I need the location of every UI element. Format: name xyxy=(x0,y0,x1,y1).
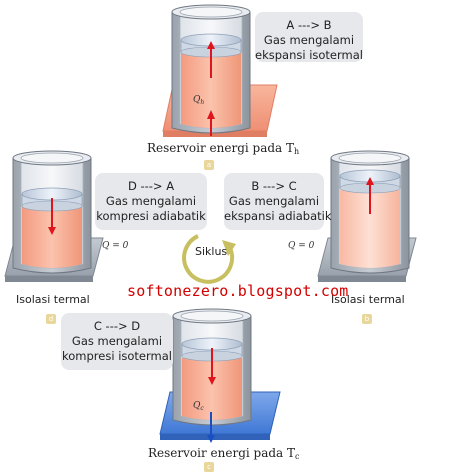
heat-arrow-hot-head xyxy=(207,110,215,119)
cylinder-c-rim-inner xyxy=(180,310,244,322)
cycle-arrow-arc xyxy=(182,234,234,284)
caption-text: Reservoir energi pada T xyxy=(147,141,295,155)
cylinder-d-rim-inner xyxy=(20,152,84,164)
note-title: D ---> A xyxy=(127,179,175,193)
cycle-label: Siklus xyxy=(195,245,228,258)
note-step-da: D ---> A Gas mengalami kompresi adiabati… xyxy=(95,173,207,230)
cylinder-a-gas xyxy=(181,50,241,128)
note-title: A ---> B xyxy=(286,18,332,32)
heat-arrow-cold-head xyxy=(207,435,215,443)
note-step-bc: B ---> C Gas mengalami ekspansi adiabati… xyxy=(224,173,332,230)
caption-isolation-left: Isolasi termal xyxy=(16,293,90,306)
hot-reservoir-edge xyxy=(163,131,267,137)
cylinder-c xyxy=(172,308,252,426)
tag-a: a xyxy=(204,160,214,170)
heat-symbol: Q xyxy=(193,95,201,105)
note-line2: kompresi adiabatik xyxy=(96,209,206,223)
q-zero-left: Q = 0 xyxy=(102,241,129,251)
cylinder-c-gas xyxy=(182,358,242,420)
heat-subscript: h xyxy=(200,99,205,106)
note-step-cd: C ---> D Gas mengalami kompresi isoterma… xyxy=(61,313,173,370)
cylinder-b-arrow-head xyxy=(366,177,374,185)
insulation-right-edge xyxy=(318,276,406,282)
cylinder-b xyxy=(330,150,410,274)
tag-c: c xyxy=(204,462,214,472)
note-line2: kompresi isotermal xyxy=(62,349,172,363)
cold-reservoir-edge xyxy=(160,434,270,440)
q-zero-right: Q = 0 xyxy=(288,241,315,251)
cylinder-d xyxy=(12,150,92,274)
heat-symbol: Q xyxy=(193,401,201,411)
note-title: B ---> C xyxy=(251,179,297,193)
watermark: softonezero.blogspot.com xyxy=(127,282,349,300)
note-line1: Gas mengalami xyxy=(105,194,197,208)
cylinder-a-rim-inner xyxy=(179,6,243,18)
cycle-arrow-head xyxy=(222,240,236,256)
cylinder-b-gas xyxy=(340,190,400,268)
cylinder-a-arrow-head xyxy=(207,41,215,49)
note-title: C ---> D xyxy=(93,319,141,333)
caption-cold-reservoir: Reservoir energi pada Tc xyxy=(148,446,300,461)
heat-label-hot: Qh xyxy=(193,95,204,106)
tag-b: b xyxy=(362,314,372,324)
caption-subscript: c xyxy=(295,452,300,461)
cylinder-d-gas xyxy=(22,206,82,268)
caption-isolation-right: Isolasi termal xyxy=(331,293,405,306)
caption-hot-reservoir: Reservoir energi pada Th xyxy=(147,141,299,156)
cylinder-d-arrow-head xyxy=(48,227,56,235)
note-line1: Gas mengalami xyxy=(263,33,355,47)
note-step-ab: A ---> B Gas mengalami ekspansi isoterma… xyxy=(255,12,363,62)
cylinder-a xyxy=(171,4,251,134)
cylinder-c-arrow-head xyxy=(208,377,216,385)
caption-text: Reservoir energi pada T xyxy=(148,446,296,460)
heat-subscript: c xyxy=(200,405,204,412)
cylinder-b-rim-inner xyxy=(338,152,402,164)
note-line1: Gas mengalami xyxy=(228,194,320,208)
note-line2: ekspansi isotermal xyxy=(255,48,363,62)
tag-d: d xyxy=(46,314,56,324)
heat-label-cold: Qc xyxy=(193,401,204,412)
note-line2: ekspansi adiabatik xyxy=(224,209,332,223)
caption-subscript: h xyxy=(294,147,300,156)
note-line1: Gas mengalami xyxy=(71,334,163,348)
insulation-left-edge xyxy=(5,276,93,282)
